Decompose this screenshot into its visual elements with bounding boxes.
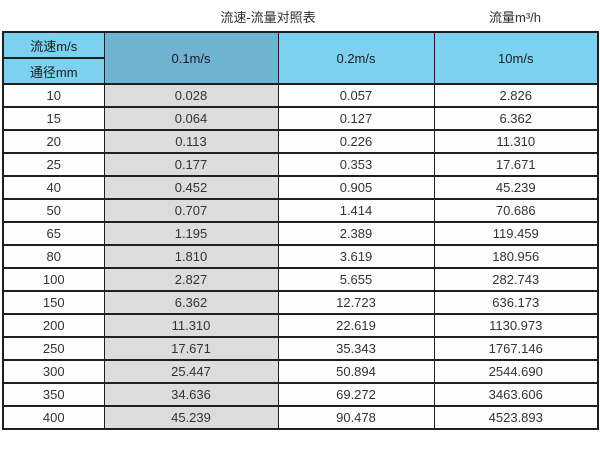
flow-0p1-cell: 45.239 — [103, 405, 279, 430]
flow-0p1-cell: 34.636 — [103, 382, 279, 407]
flow-10-cell: 4523.893 — [433, 405, 599, 430]
flow-10-cell: 11.310 — [433, 129, 599, 154]
flow-0p2-cell: 0.057 — [277, 83, 435, 108]
flow-10-cell: 2.826 — [433, 83, 599, 108]
flow-10-cell: 119.459 — [433, 221, 599, 246]
flow-0p2-cell: 50.894 — [277, 359, 435, 384]
flow-0p1-cell: 1.195 — [103, 221, 279, 246]
flow-10-cell: 2544.690 — [433, 359, 599, 384]
dn-cell: 400 — [2, 405, 105, 430]
flow-10-cell: 1767.146 — [433, 336, 599, 361]
table-body: 10 0.028 0.057 2.826 15 0.064 0.127 6.36… — [2, 83, 599, 430]
table-row: 15 0.064 0.127 6.362 — [2, 106, 599, 131]
dn-cell: 65 — [2, 221, 105, 246]
flow-0p1-cell: 0.113 — [103, 129, 279, 154]
dn-cell: 20 — [2, 129, 105, 154]
header-col-0p1ms: 0.1m/s — [103, 31, 279, 85]
flow-0p1-cell: 0.707 — [103, 198, 279, 223]
flow-0p2-cell: 5.655 — [277, 267, 435, 292]
table-row: 20 0.113 0.226 11.310 — [2, 129, 599, 154]
flow-0p2-cell: 2.389 — [277, 221, 435, 246]
flow-0p2-cell: 0.226 — [277, 129, 435, 154]
flow-10-cell: 17.671 — [433, 152, 599, 177]
table-row: 80 1.810 3.619 180.956 — [2, 244, 599, 269]
header-velocity-label: 流速m/s — [2, 31, 105, 59]
flow-10-cell: 180.956 — [433, 244, 599, 269]
flow-10-cell: 6.362 — [433, 106, 599, 131]
flow-0p1-cell: 0.452 — [103, 175, 279, 200]
table-row: 10 0.028 0.057 2.826 — [2, 83, 599, 108]
table-row: 50 0.707 1.414 70.686 — [2, 198, 599, 223]
flow-0p2-cell: 0.353 — [277, 152, 435, 177]
table-row: 40 0.452 0.905 45.239 — [2, 175, 599, 200]
flow-0p1-cell: 0.064 — [103, 106, 279, 131]
dn-cell: 150 — [2, 290, 105, 315]
table-row: 150 6.362 12.723 636.173 — [2, 290, 599, 315]
flow-0p2-cell: 12.723 — [277, 290, 435, 315]
flow-0p2-cell: 35.343 — [277, 336, 435, 361]
flow-10-cell: 282.743 — [433, 267, 599, 292]
flow-unit-title: 流量m³/h — [488, 10, 541, 25]
flow-0p2-cell: 0.127 — [277, 106, 435, 131]
dn-cell: 15 — [2, 106, 105, 131]
table-row: 65 1.195 2.389 119.459 — [2, 221, 599, 246]
table-row: 300 25.447 50.894 2544.690 — [2, 359, 599, 384]
flow-10-cell: 1130.973 — [433, 313, 599, 338]
dn-cell: 350 — [2, 382, 105, 407]
flow-rate-table: 流速m/s 0.1m/s 0.2m/s 10m/s 通径mm 10 0.028 … — [2, 31, 599, 430]
flow-0p1-cell: 0.177 — [103, 152, 279, 177]
table-title: 流速-流量对照表 — [220, 10, 316, 25]
table-row: 400 45.239 90.478 4523.893 — [2, 405, 599, 430]
flow-0p2-cell: 1.414 — [277, 198, 435, 223]
table-row: 25 0.177 0.353 17.671 — [2, 152, 599, 177]
table-row: 200 11.310 22.619 1130.973 — [2, 313, 599, 338]
flow-0p1-cell: 2.827 — [103, 267, 279, 292]
table-header: 流速m/s 0.1m/s 0.2m/s 10m/s 通径mm — [2, 31, 599, 85]
dn-cell: 50 — [2, 198, 105, 223]
header-diameter-label: 通径mm — [2, 57, 105, 85]
dn-cell: 250 — [2, 336, 105, 361]
flow-0p2-cell: 0.905 — [277, 175, 435, 200]
dn-cell: 40 — [2, 175, 105, 200]
flow-10-cell: 70.686 — [433, 198, 599, 223]
flow-0p1-cell: 6.362 — [103, 290, 279, 315]
dn-cell: 10 — [2, 83, 105, 108]
dn-cell: 25 — [2, 152, 105, 177]
flow-0p2-cell: 3.619 — [277, 244, 435, 269]
table-row: 100 2.827 5.655 282.743 — [2, 267, 599, 292]
flow-0p1-cell: 0.028 — [103, 83, 279, 108]
dn-cell: 100 — [2, 267, 105, 292]
table-row: 350 34.636 69.272 3463.606 — [2, 382, 599, 407]
dn-cell: 200 — [2, 313, 105, 338]
flow-10-cell: 45.239 — [433, 175, 599, 200]
flow-10-cell: 636.173 — [433, 290, 599, 315]
dn-cell: 300 — [2, 359, 105, 384]
flow-0p2-cell: 90.478 — [277, 405, 435, 430]
flow-10-cell: 3463.606 — [433, 382, 599, 407]
flow-0p1-cell: 25.447 — [103, 359, 279, 384]
flow-0p2-cell: 22.619 — [277, 313, 435, 338]
dn-cell: 80 — [2, 244, 105, 269]
flow-0p1-cell: 17.671 — [103, 336, 279, 361]
table-row: 250 17.671 35.343 1767.146 — [2, 336, 599, 361]
flow-0p2-cell: 69.272 — [277, 382, 435, 407]
page-header: 流速-流量对照表 流量m³/h — [0, 0, 600, 30]
flow-0p1-cell: 1.810 — [103, 244, 279, 269]
header-col-10ms: 10m/s — [433, 31, 599, 85]
header-col-0p2ms: 0.2m/s — [277, 31, 435, 85]
flow-0p1-cell: 11.310 — [103, 313, 279, 338]
